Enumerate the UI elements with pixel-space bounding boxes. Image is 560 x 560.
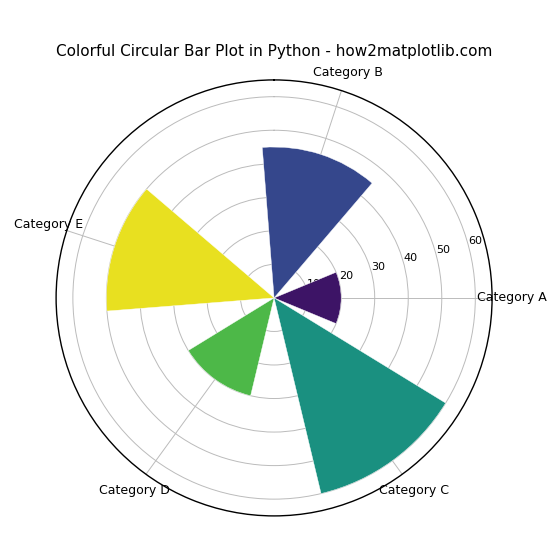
Bar bbox=[106, 189, 274, 311]
Title: Colorful Circular Bar Plot in Python - how2matplotlib.com: Colorful Circular Bar Plot in Python - h… bbox=[56, 44, 492, 59]
Bar bbox=[188, 298, 274, 396]
Bar bbox=[262, 147, 372, 298]
Bar bbox=[274, 272, 341, 324]
Bar bbox=[274, 298, 446, 493]
